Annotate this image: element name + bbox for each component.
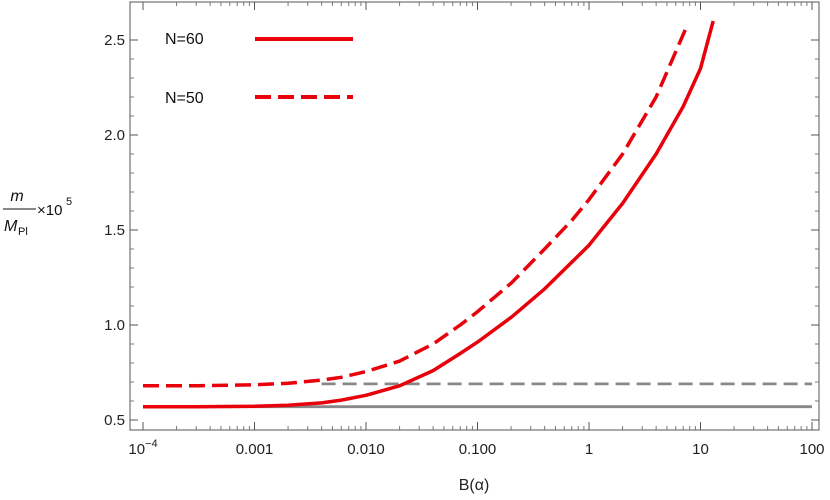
y-tick-label-2: 1.5 [104,222,125,239]
y-tick-label-1: 1.0 [104,317,125,334]
x-tick-label-2: 0.010 [347,441,385,458]
x-tick-label-4: 1 [585,441,593,458]
y-label-denominator-sub: Pl [18,226,28,238]
series-line-0 [143,20,715,409]
x-tick-label-1: 0.001 [236,441,274,458]
y-label-factor: ×10 [37,202,62,219]
y-label-exponent: 5 [66,196,72,208]
y-label-denominator: M [4,218,18,235]
series-layer [143,20,812,409]
x-tick-label-3: 0.100 [459,441,497,458]
plot-frame [129,1,820,431]
legend-label-n60: N=60 [165,31,204,48]
y-tick-label-3: 2.0 [104,127,125,144]
legend: N=60 N=50 [165,31,353,107]
x-axis-title: B(α) [459,477,490,494]
y-label-numerator: m [10,188,23,205]
y-tick-label-0: 0.5 [104,412,125,429]
x-tick-label-6: 100 [799,441,824,458]
axis-layer: 10−4 0.001 0.010 0.100 1 10 100 0.5 1.0 1.5 2.0 2.5 [104,2,825,458]
y-axis-title: m M Pl ×10 5 [3,188,72,238]
legend-label-n50: N=50 [165,90,204,107]
x-tick-label-5: 10 [692,441,709,458]
series-line-1 [143,26,689,388]
y-tick-label-4: 2.5 [104,32,125,49]
x-tick-label-0: 10−4 [128,438,157,458]
